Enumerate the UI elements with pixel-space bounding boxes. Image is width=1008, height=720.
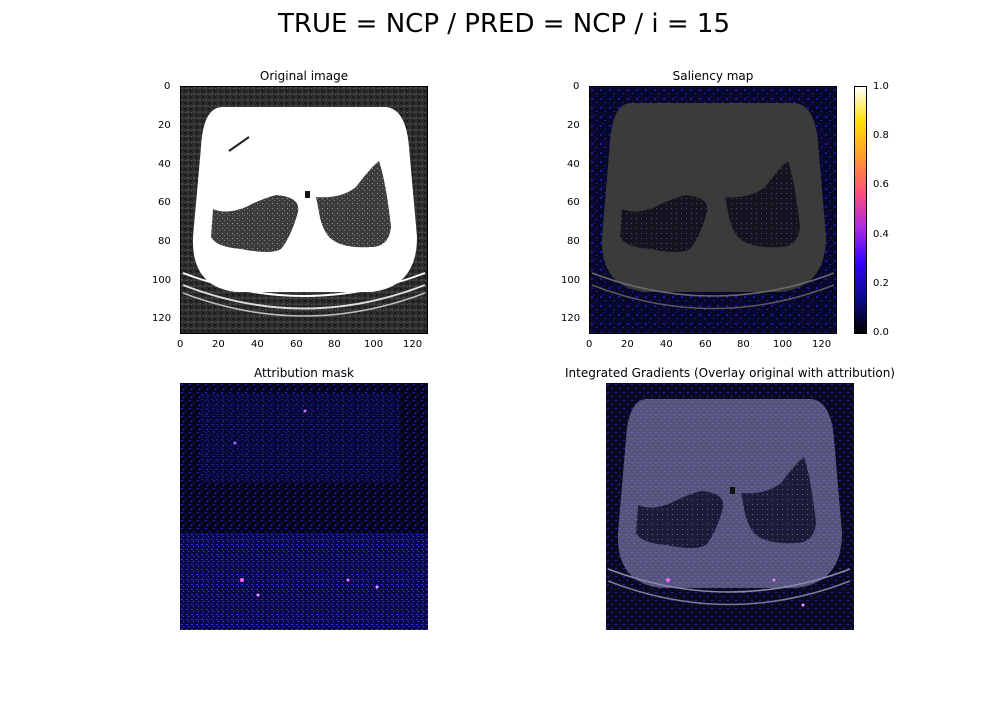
x-tick: 0 bbox=[586, 339, 593, 350]
colorbar-tick: 0.4 bbox=[873, 229, 889, 240]
integrated-gradients-overlay-image bbox=[606, 383, 854, 630]
y-tick: 60 bbox=[567, 197, 580, 208]
colorbar-tick: 0.0 bbox=[873, 327, 889, 338]
colorbar-tick: 0.6 bbox=[873, 179, 889, 190]
y-tick: 40 bbox=[567, 159, 580, 170]
y-tick: 40 bbox=[158, 159, 171, 170]
x-tick: 0 bbox=[177, 339, 184, 350]
y-tick: 100 bbox=[561, 275, 581, 286]
attribution-mask-title: Attribution mask bbox=[254, 366, 354, 380]
colorbar bbox=[854, 86, 867, 334]
x-tick: 100 bbox=[364, 339, 384, 350]
x-tick: 40 bbox=[660, 339, 673, 350]
x-tick: 100 bbox=[773, 339, 793, 350]
y-tick: 80 bbox=[567, 236, 580, 247]
figure-title: TRUE = NCP / PRED = NCP / i = 15 bbox=[278, 9, 730, 39]
y-tick: 100 bbox=[152, 275, 172, 286]
ct-scan-image bbox=[181, 87, 427, 333]
colorbar-tick: 0.8 bbox=[873, 130, 889, 141]
attribution-mask-image bbox=[180, 383, 428, 630]
y-tick: 0 bbox=[164, 81, 171, 92]
x-tick: 20 bbox=[212, 339, 225, 350]
x-tick: 120 bbox=[812, 339, 832, 350]
saliency-overlay-image bbox=[590, 87, 836, 333]
x-tick: 80 bbox=[737, 339, 750, 350]
integrated-gradients-title: Integrated Gradients (Overlay original w… bbox=[565, 366, 895, 380]
integrated-gradients-panel bbox=[606, 383, 854, 630]
y-tick: 120 bbox=[152, 313, 172, 324]
y-tick: 120 bbox=[561, 313, 581, 324]
colorbar-tick: 1.0 bbox=[873, 81, 889, 92]
saliency-map-panel bbox=[589, 86, 837, 334]
x-tick: 40 bbox=[251, 339, 264, 350]
y-tick: 20 bbox=[158, 120, 171, 131]
x-tick: 60 bbox=[699, 339, 712, 350]
colorbar-tick: 0.2 bbox=[873, 278, 889, 289]
original-image-title: Original image bbox=[259, 69, 349, 83]
saliency-map-title: Saliency map bbox=[672, 69, 754, 83]
y-tick: 0 bbox=[573, 81, 580, 92]
x-tick: 60 bbox=[290, 339, 303, 350]
x-tick: 80 bbox=[328, 339, 341, 350]
y-tick: 60 bbox=[158, 197, 171, 208]
attribution-mask-panel bbox=[180, 383, 428, 630]
y-tick: 20 bbox=[567, 120, 580, 131]
x-tick: 120 bbox=[403, 339, 423, 350]
x-tick: 20 bbox=[621, 339, 634, 350]
y-tick: 80 bbox=[158, 236, 171, 247]
original-image-panel bbox=[180, 86, 428, 334]
colorbar-gradient bbox=[855, 87, 866, 333]
